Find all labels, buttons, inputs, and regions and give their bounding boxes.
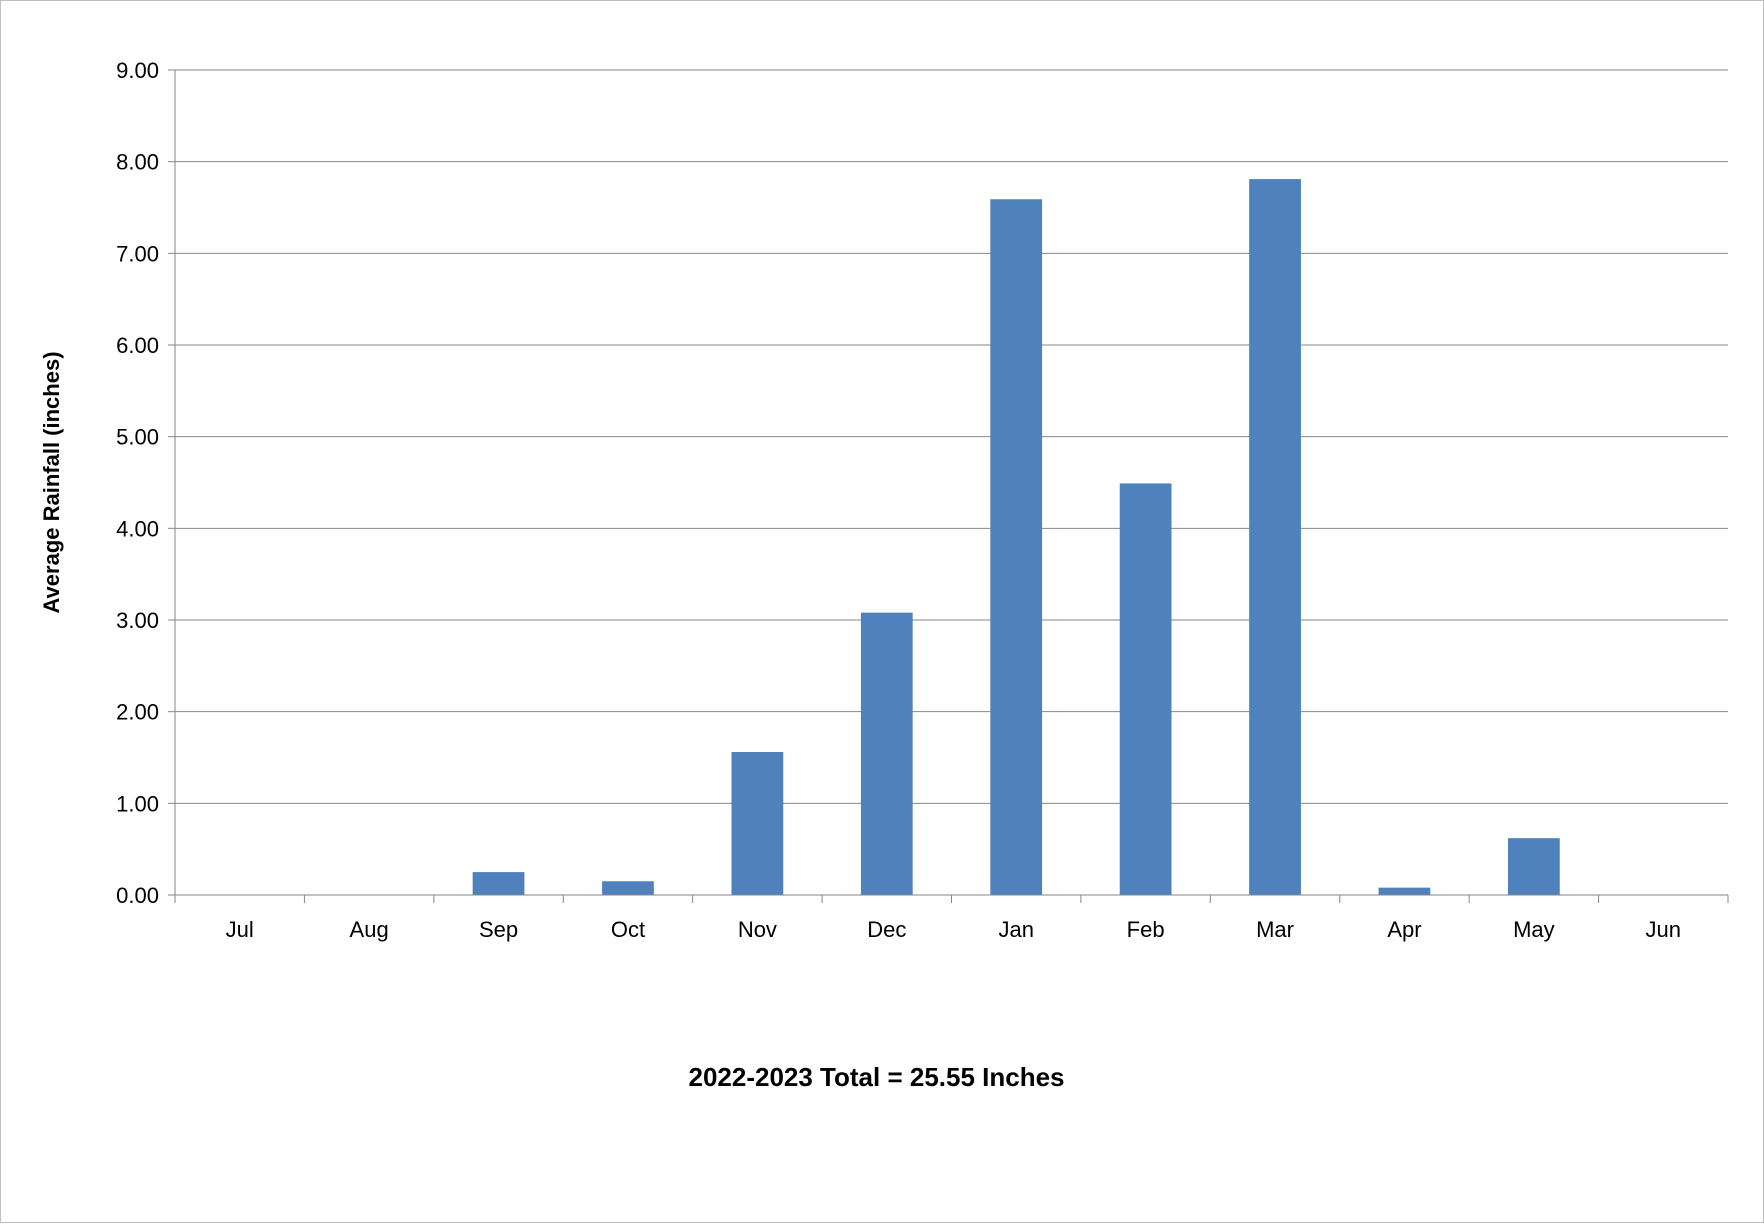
x-tick-label: Jun (1646, 917, 1681, 942)
bar (1119, 483, 1172, 895)
y-tick-label: 8.00 (116, 150, 159, 175)
x-tick-label: Feb (1127, 917, 1165, 942)
x-tick-label: Mar (1256, 917, 1294, 942)
x-tick-label: Dec (867, 917, 906, 942)
x-tick-label: Aug (350, 917, 389, 942)
bar (1378, 887, 1431, 895)
y-axis-title: Average Rainfall (inches) (39, 351, 64, 613)
x-tick-label: Jul (226, 917, 254, 942)
axes (174, 70, 1728, 896)
bar (731, 752, 784, 895)
bar (990, 199, 1043, 895)
bar (472, 872, 525, 895)
x-tick-label: May (1513, 917, 1555, 942)
y-tick-labels: 0.00 1.00 2.00 3.00 4.00 5.00 6.00 7.00 8.00 9.00 (116, 58, 159, 908)
y-tick-label: 7.00 (116, 241, 159, 266)
y-tick-label: 2.00 (116, 700, 159, 725)
gridlines (168, 69, 1728, 896)
y-tick-label: 5.00 (116, 425, 159, 450)
bar (1507, 838, 1560, 895)
x-tick-label: Oct (611, 917, 645, 942)
y-tick-label: 4.00 (116, 516, 159, 541)
y-tick-label: 6.00 (116, 333, 159, 358)
bar (860, 612, 913, 895)
y-tick-label: 9.00 (116, 58, 159, 83)
bar (1249, 179, 1301, 896)
x-tick-labels: Jul Aug Sep Oct Nov Dec Jan Feb Mar Apr May Jun (174, 895, 1729, 942)
x-tick-label: Apr (1387, 917, 1421, 942)
x-tick-label: Nov (738, 917, 777, 942)
y-tick-label: 0.00 (116, 883, 159, 908)
x-tick-label: Sep (479, 917, 518, 942)
y-tick-label: 1.00 (116, 791, 159, 816)
bar (602, 881, 654, 895)
total-caption: 2022-2023 Total = 25.55 Inches (688, 1062, 1064, 1092)
bars (472, 179, 1560, 896)
y-tick-label: 3.00 (116, 608, 159, 633)
x-tick-label: Jan (998, 917, 1033, 942)
